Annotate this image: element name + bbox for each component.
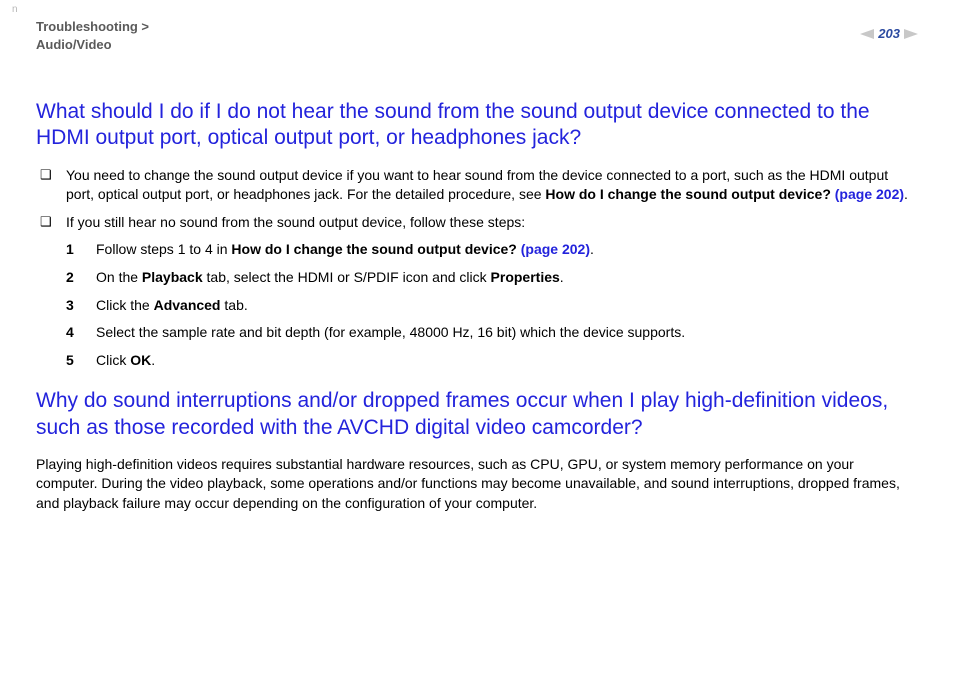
step-5: 5 Click OK. [66,351,918,371]
breadcrumb-current[interactable]: Audio/Video [36,36,149,54]
step3-b: Advanced [154,297,221,313]
step-number: 2 [66,268,96,288]
step2-b: Playback [142,269,203,285]
step2-a: On the [96,269,142,285]
step-2: 2 On the Playback tab, select the HDMI o… [66,268,918,288]
step2-d: Properties [491,269,560,285]
page-header: Troubleshooting > Audio/Video 203 [36,18,918,53]
step-1: 1 Follow steps 1 to 4 in How do I change… [66,240,918,260]
breadcrumb-parent[interactable]: Troubleshooting > [36,18,149,36]
section2: Why do sound interruptions and/or droppe… [36,388,918,513]
step5-a: Click [96,352,130,368]
step2-text: On the Playback tab, select the HDMI or … [96,268,918,288]
step-number: 4 [66,323,96,343]
breadcrumb: Troubleshooting > Audio/Video [36,18,149,53]
prev-page-icon[interactable] [860,29,874,39]
step1-pre: Follow steps 1 to 4 in [96,241,231,257]
section2-body: Playing high-definition videos requires … [36,455,918,514]
bullet1-bold: How do I change the sound output device? [545,186,834,202]
step-number: 3 [66,296,96,316]
bullet-icon: ❑ [36,213,66,233]
bullet-icon: ❑ [36,166,66,205]
page-number: 203 [878,26,900,41]
step1-bold: How do I change the sound output device? [231,241,520,257]
bullet-item-1: ❑ You need to change the sound output de… [36,166,918,205]
bullet1-link[interactable]: (page 202) [835,186,904,202]
bullet1-text: You need to change the sound output devi… [66,166,918,205]
step2-e: . [560,269,564,285]
step-number: 1 [66,240,96,260]
bullet-item-2: ❑ If you still hear no sound from the so… [36,213,918,233]
step3-text: Click the Advanced tab. [96,296,918,316]
step1-text: Follow steps 1 to 4 in How do I change t… [96,240,918,260]
step5-c: . [151,352,155,368]
step-3: 3 Click the Advanced tab. [66,296,918,316]
corner-mark: n [12,4,18,15]
step2-c: tab, select the HDMI or S/PDIF icon and … [203,269,491,285]
step-number: 5 [66,351,96,371]
bullet2-text: If you still hear no sound from the soun… [66,213,918,233]
next-page-icon[interactable] [904,29,918,39]
section1-heading: What should I do if I do not hear the so… [36,99,918,152]
step1-link[interactable]: (page 202) [521,241,590,257]
step3-a: Click the [96,297,154,313]
page-navigation: 203 [860,26,918,41]
step3-c: tab. [221,297,248,313]
step5-b: OK [130,352,151,368]
step5-text: Click OK. [96,351,918,371]
step-4: 4 Select the sample rate and bit depth (… [66,323,918,343]
bullet1-post: . [904,186,908,202]
step1-post: . [590,241,594,257]
section2-heading: Why do sound interruptions and/or droppe… [36,388,918,441]
step4-text: Select the sample rate and bit depth (fo… [96,323,918,343]
